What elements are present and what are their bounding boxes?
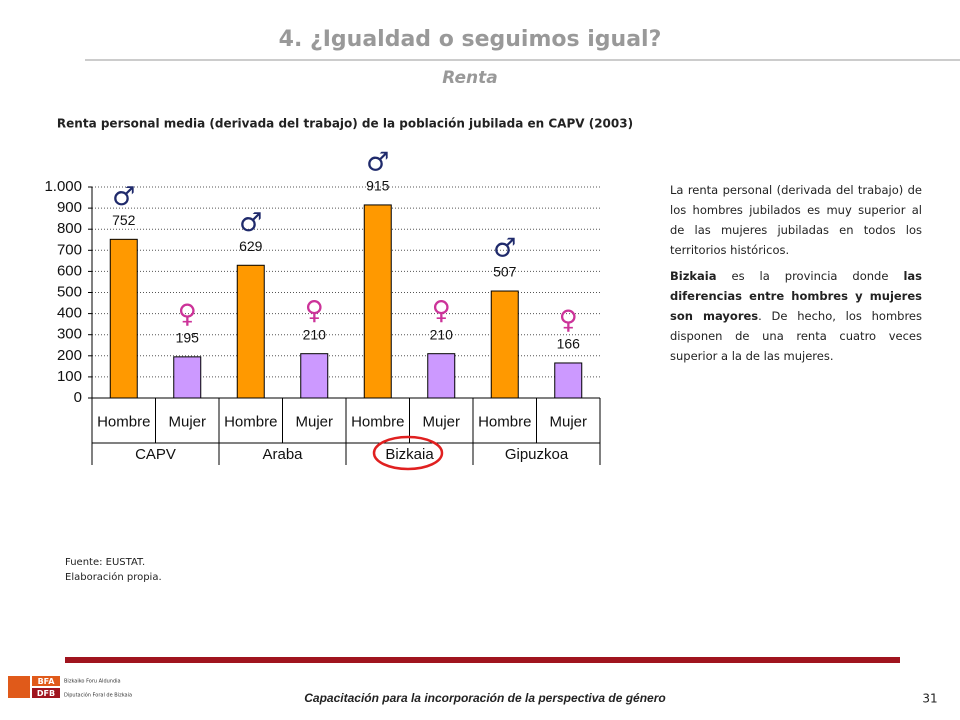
gender-symbol: ♀ bbox=[178, 299, 197, 329]
bar bbox=[109, 238, 138, 399]
text: . De hecho, los hombres disponen de una … bbox=[670, 309, 922, 363]
x-tick-label: Hombre bbox=[97, 413, 150, 430]
logo-box bbox=[32, 676, 60, 686]
slide-title: 4. ¿Igualdad o seguimos igual? bbox=[279, 27, 662, 52]
footer-text: Capacitación para la incorporación de la… bbox=[304, 691, 665, 705]
bar bbox=[490, 290, 519, 399]
highlight-circle bbox=[372, 435, 444, 471]
logo-text: Diputación Foral de Bizkaia bbox=[64, 692, 132, 699]
gender-symbol: ♀ bbox=[305, 296, 324, 326]
value-label: 195 bbox=[176, 330, 200, 346]
logo-text: DFB bbox=[37, 689, 55, 698]
gender-symbol: ♂ bbox=[366, 147, 389, 177]
bar bbox=[300, 353, 329, 399]
slide-subtitle: Renta bbox=[442, 68, 497, 88]
value-label: 629 bbox=[239, 238, 263, 254]
footer-bar bbox=[65, 657, 900, 663]
bar bbox=[173, 356, 202, 399]
paragraph: Bizkaia es la provincia donde las difere… bbox=[670, 266, 922, 366]
y-tick-label: 700 bbox=[57, 241, 82, 258]
x-tick-label: Mujer bbox=[549, 413, 587, 430]
y-tick-label: 100 bbox=[57, 368, 82, 385]
description: La renta personal (derivada del trabajo)… bbox=[670, 180, 922, 372]
group-label: CAPV bbox=[135, 446, 176, 463]
gender-symbol: ♀ bbox=[559, 305, 578, 335]
y-tick-label: 300 bbox=[57, 326, 82, 343]
y-tick-label: 600 bbox=[57, 262, 82, 279]
x-tick-label: Mujer bbox=[422, 413, 460, 430]
value-label: 915 bbox=[366, 178, 390, 194]
y-tick-label: 500 bbox=[57, 283, 82, 300]
text-bold: Bizkaia bbox=[670, 269, 717, 283]
y-tick-label: 800 bbox=[57, 220, 82, 237]
bar bbox=[363, 204, 392, 399]
group-label: Gipuzkoa bbox=[505, 446, 569, 463]
source: Fuente: EUSTAT. bbox=[65, 557, 145, 568]
y-tick-label: 200 bbox=[57, 347, 82, 364]
value-label: 210 bbox=[303, 326, 327, 342]
value-label: 210 bbox=[430, 326, 454, 342]
logo-text: Bizkaiko Foru Aldundia bbox=[64, 679, 121, 685]
gender-symbol: ♂ bbox=[239, 208, 262, 238]
x-tick-label: Mujer bbox=[295, 413, 333, 430]
text-bold: las diferencias entre hombres y mujeres … bbox=[670, 269, 922, 323]
x-tick-label: Hombre bbox=[478, 413, 531, 430]
paragraph: La renta personal (derivada del trabajo)… bbox=[670, 183, 922, 257]
value-label: 166 bbox=[557, 336, 581, 352]
group-label: Bizkaia bbox=[385, 446, 434, 463]
logo-box bbox=[32, 688, 60, 698]
x-tick-label: Mujer bbox=[168, 413, 206, 430]
y-tick-label: 1.000 bbox=[44, 178, 82, 195]
logo-icon bbox=[8, 676, 30, 698]
group-label: Araba bbox=[262, 446, 303, 463]
x-tick-label: Hombre bbox=[224, 413, 277, 430]
bar bbox=[554, 362, 583, 399]
page-number: 31 bbox=[922, 692, 937, 706]
x-tick-label: Hombre bbox=[351, 413, 404, 430]
y-tick-label: 0 bbox=[74, 389, 82, 406]
gender-symbol: ♀ bbox=[432, 296, 451, 326]
chart-title: Renta personal media (derivada del traba… bbox=[57, 117, 633, 131]
bar bbox=[236, 264, 265, 399]
gender-symbol: ♂ bbox=[112, 182, 135, 212]
text: es la provincia donde bbox=[716, 269, 904, 283]
value-label: 752 bbox=[112, 212, 136, 228]
source: Elaboración propia. bbox=[65, 571, 162, 583]
y-tick-label: 900 bbox=[57, 199, 82, 216]
bar bbox=[427, 353, 456, 399]
logo-text: BFA bbox=[38, 677, 56, 686]
value-label: 507 bbox=[493, 264, 517, 280]
gender-symbol: ♂ bbox=[493, 234, 516, 264]
y-tick-label: 400 bbox=[57, 305, 82, 322]
